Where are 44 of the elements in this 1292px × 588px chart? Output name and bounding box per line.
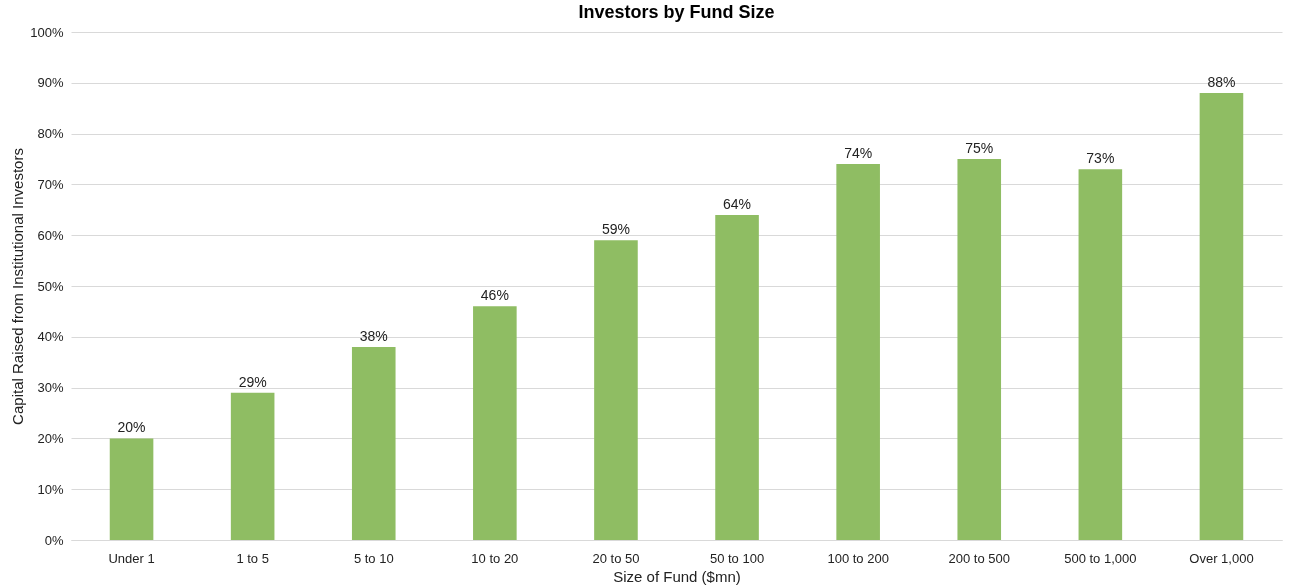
- y-tick-label: 60%: [37, 227, 64, 243]
- y-axis-title: Capital Raised from Institutional Investors: [9, 148, 27, 425]
- bar: [473, 306, 517, 540]
- data-label: 20%: [117, 419, 146, 436]
- y-tick-label: 90%: [37, 75, 64, 91]
- x-tick-label: 50 to 100: [709, 550, 765, 566]
- data-label: 73%: [1086, 150, 1115, 167]
- y-tick-label: 30%: [37, 380, 64, 396]
- x-axis-title: Size of Fund ($mn): [613, 567, 741, 585]
- data-label: 74%: [844, 145, 873, 162]
- x-tick-label: Over 1,000: [1189, 550, 1254, 566]
- y-tick-label: 70%: [37, 176, 64, 192]
- x-tick-label: 1 to 5: [236, 550, 269, 566]
- bar: [1199, 92, 1244, 540]
- bar: [109, 438, 154, 540]
- x-tick-label: 20 to 50: [592, 550, 640, 566]
- x-tick-label: 200 to 500: [948, 550, 1010, 566]
- x-tick-label: 10 to 20: [471, 550, 519, 566]
- bar: [836, 164, 880, 540]
- y-tick-label: 50%: [37, 278, 64, 294]
- y-tick-label: 0%: [44, 532, 64, 548]
- y-tick-label: 10%: [37, 481, 64, 497]
- bar: [1078, 169, 1123, 540]
- bar: [230, 392, 275, 540]
- x-tick-label: 100 to 200: [827, 550, 889, 566]
- data-label: 59%: [601, 221, 630, 238]
- y-tick-label: 40%: [37, 329, 64, 345]
- data-label: 75%: [965, 140, 994, 156]
- y-tick-label: 100%: [30, 24, 64, 40]
- y-tick-label: 20%: [37, 430, 64, 446]
- data-label: 38%: [359, 327, 388, 344]
- bar: [715, 214, 759, 540]
- chart-title: Investors by Fund Size: [578, 2, 775, 22]
- bar: [594, 240, 638, 540]
- data-label: 29%: [238, 373, 267, 390]
- data-label: 46%: [480, 287, 509, 304]
- x-tick-label: 5 to 10: [353, 550, 394, 566]
- x-tick-label: Under 1: [108, 550, 155, 566]
- data-label: 64%: [723, 195, 752, 212]
- bar: [351, 346, 396, 540]
- y-tick-label: 80%: [37, 126, 64, 142]
- bar: [957, 159, 1002, 540]
- data-label: 88%: [1207, 73, 1236, 90]
- x-tick-label: 500 to 1,000: [1064, 550, 1137, 566]
